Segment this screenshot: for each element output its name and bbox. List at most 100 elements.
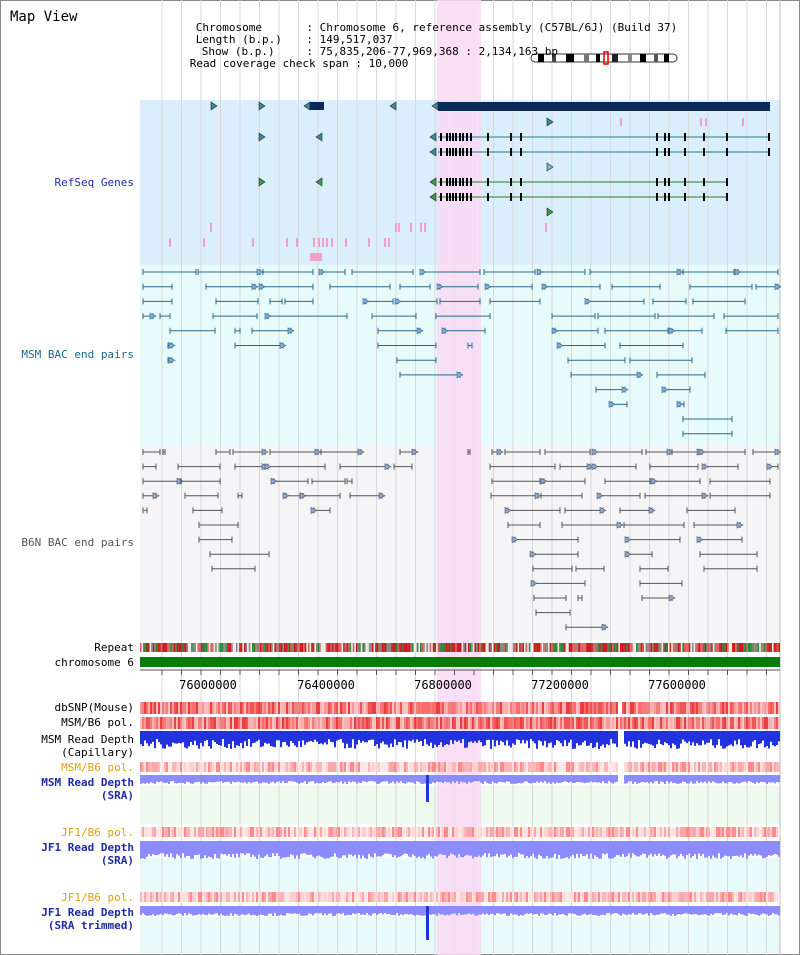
depth-bar [724, 906, 726, 915]
repeat-element [157, 643, 160, 652]
depth-bar [664, 906, 666, 914]
heat-cell [166, 702, 168, 714]
depth-bar [734, 906, 736, 915]
heat-cell [250, 827, 252, 837]
depth-bar [522, 906, 524, 916]
depth-bar [600, 775, 602, 784]
depth-bar [254, 841, 256, 857]
heat-cell [212, 702, 214, 714]
heat-cell [554, 892, 556, 902]
repeat-element [160, 643, 163, 652]
depth-bar [554, 841, 556, 854]
depth-bar [712, 906, 714, 915]
heat-cell [646, 762, 648, 772]
exon [684, 178, 686, 186]
depth-bar [574, 775, 576, 783]
depth-bar [374, 731, 376, 746]
depth-bar [540, 906, 542, 914]
depth-bar [348, 841, 350, 855]
heat-cell [452, 762, 454, 772]
depth-bar [186, 906, 188, 916]
repeat-element [468, 643, 470, 652]
depth-bar [332, 906, 334, 916]
depth-bar [432, 731, 434, 749]
heat-cell [370, 762, 372, 772]
heat-cell [524, 892, 526, 902]
heat-cell [298, 892, 300, 902]
heat-cell [710, 717, 712, 729]
heat-cell [150, 762, 152, 772]
depth-bar [706, 906, 708, 915]
heat-cell [334, 827, 336, 837]
heat-cell [722, 717, 724, 729]
heat-cell [374, 702, 376, 714]
depth-bar [198, 731, 200, 749]
heat-cell [198, 702, 200, 714]
heat-cell [526, 827, 528, 837]
depth-bar [582, 906, 584, 915]
gene-mark-pink [310, 253, 322, 261]
bac-arrow [650, 477, 658, 485]
depth-bar [248, 775, 250, 783]
depth-bar [612, 775, 614, 784]
repeat-element [719, 643, 721, 652]
depth-bar [142, 731, 144, 747]
depth-bar [332, 841, 334, 857]
heat-cell [458, 892, 460, 902]
heat-cell [538, 717, 540, 729]
depth-bar [372, 906, 374, 914]
heat-cell [362, 717, 364, 729]
depth-bar [496, 841, 498, 854]
depth-bar [722, 775, 724, 782]
heat-cell [178, 892, 180, 902]
heat-cell [674, 892, 676, 902]
heat-cell [706, 827, 708, 837]
repeat-element [511, 643, 513, 652]
depth-bar [344, 906, 346, 916]
heat-cell [606, 892, 608, 902]
repeat-element [736, 643, 739, 652]
info-show: Show (b.p.) : 75,835,206-77,969,368 : 2,… [150, 34, 677, 58]
heat-cell [550, 892, 552, 902]
heat-cell [324, 717, 326, 729]
heat-cell [300, 702, 302, 714]
heat-cell [488, 892, 490, 902]
heat-cell [534, 892, 536, 902]
heat-cell [568, 717, 570, 729]
depth-bar [280, 841, 282, 859]
heat-cell [530, 827, 532, 837]
depth-bar [684, 906, 686, 914]
repeat-element [692, 643, 694, 652]
heat-cell [386, 702, 388, 714]
heat-cell [224, 717, 226, 729]
heat-cell [414, 827, 416, 837]
heat-cell [692, 702, 694, 714]
depth-bar [624, 906, 626, 915]
heat-cell [672, 762, 674, 772]
depth-bar [644, 731, 646, 743]
repeat-element [301, 643, 304, 652]
track-label-msm-depth-cap: MSM Read Depth (Capillary) [41, 733, 134, 759]
heat-cell [478, 702, 480, 714]
heat-cell [668, 827, 670, 837]
heat-cell [608, 892, 610, 902]
depth-bar [636, 731, 638, 749]
depth-bar [710, 906, 712, 914]
repeat-element [716, 643, 718, 652]
depth-bar [614, 906, 616, 914]
heat-cell [168, 762, 170, 772]
depth-bar [586, 731, 588, 746]
heat-cell [310, 892, 312, 902]
heat-cell [568, 827, 570, 837]
heat-cell [642, 702, 644, 714]
heat-cell [436, 827, 438, 837]
depth-bar [690, 731, 692, 746]
heat-cell [602, 717, 604, 729]
heat-cell [318, 717, 320, 729]
depth-bar [242, 841, 244, 854]
heat-cell [608, 702, 610, 714]
heat-cell [610, 702, 612, 714]
depth-bar [722, 731, 724, 749]
heat-cell [452, 717, 454, 729]
